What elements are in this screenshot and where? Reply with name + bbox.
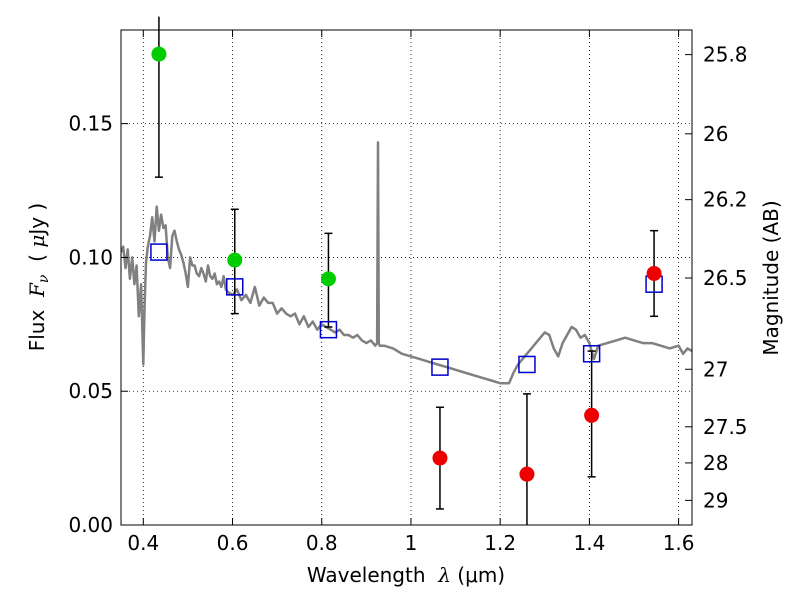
detection-point [227, 252, 243, 268]
right-tick-label: 27.5 [703, 415, 748, 439]
model-photometry-square [226, 278, 244, 296]
right-axis-label: Magnitude (AB) [759, 200, 783, 355]
upper-limit-point [432, 450, 448, 466]
right-tick-label: 27 [703, 357, 728, 381]
y-tick-label: 0.00 [68, 513, 113, 537]
x-tick-label: 0.6 [217, 531, 249, 555]
plot-frame [120, 29, 693, 526]
x-tick-label: 1.4 [573, 531, 605, 555]
y-tick-label: 0.05 [68, 379, 113, 403]
model-photometry-square [582, 345, 601, 363]
right-tick-label: 25.8 [703, 43, 748, 67]
y-tick-label: 0.10 [68, 245, 113, 269]
x-tick-label: 1.2 [484, 531, 516, 555]
x-tick-label: 0.4 [127, 531, 159, 555]
x-axis-label: Wavelength λ (μm) [307, 563, 505, 587]
y-tick-label: 0.15 [68, 112, 113, 136]
upper-limit-point [584, 407, 600, 423]
ticks: 0.4 0.6 0.8 1 1.2 1.4 1.6 0.00 0.05 0.10 0.15 25.8 2… [68, 30, 748, 555]
x-tick-label: 1 [405, 531, 418, 555]
model-spectrum-line [121, 141, 692, 385]
model-photometry-square [150, 243, 168, 261]
right-tick-label: 26 [703, 122, 728, 146]
right-tick-label: 26.2 [703, 188, 748, 212]
spectrum-layer [121, 141, 692, 385]
detection-point [151, 46, 167, 62]
x-tick-label: 1.6 [663, 531, 695, 555]
points-layer [150, 16, 663, 525]
detection-point [320, 271, 336, 287]
y-axis-label: Flux Fν ( μJy ) [25, 203, 52, 352]
right-tick-label: 29 [703, 488, 728, 512]
right-tick-label: 26.5 [703, 266, 748, 290]
model-photometry-square [319, 320, 338, 339]
upper-limit-point [646, 265, 662, 281]
right-tick-label: 28 [703, 451, 728, 475]
model-photometry-square [518, 355, 536, 374]
upper-limit-point [519, 466, 535, 482]
grid [121, 30, 692, 526]
x-tick-label: 0.8 [306, 531, 338, 555]
model-photometry-square [431, 358, 449, 376]
